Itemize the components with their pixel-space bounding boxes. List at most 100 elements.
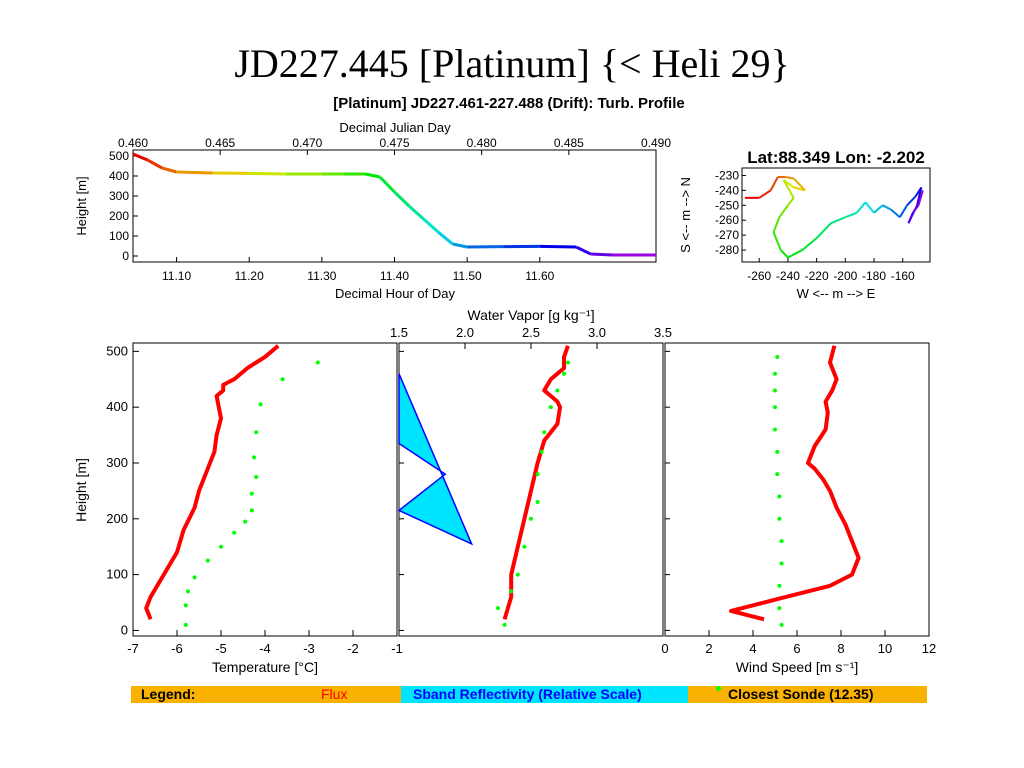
- track-y-tick-label: -250: [715, 198, 739, 212]
- temperature-sonde-point: [183, 622, 188, 627]
- track-title: Lat:88.349 Lon: -2.202: [747, 148, 925, 167]
- legend-sonde: Closest Sonde (12.35): [728, 686, 874, 702]
- track-y-tick-label: -270: [715, 228, 739, 242]
- alt-time-x-label: Decimal Hour of Day: [335, 286, 455, 301]
- track-line-segment: [778, 204, 789, 218]
- temperature-sonde-point: [280, 377, 285, 382]
- alt-time-top-tick-label: 0.470: [292, 136, 322, 150]
- temperature-sonde-point: [205, 558, 210, 563]
- track-x-tick-label: -260: [747, 269, 771, 283]
- track-x-tick-label: -240: [776, 269, 800, 283]
- alt-time-top-axis-label: Decimal Julian Day: [339, 120, 451, 135]
- track-y-tick-label: -240: [715, 183, 739, 197]
- alt-time-title: [Platinum] JD227.461-227.488 (Drift): Tu…: [333, 95, 684, 112]
- track-line-segment: [906, 195, 917, 206]
- track-line-segment: [793, 186, 806, 192]
- track-line-segment: [787, 249, 803, 259]
- temperature-sonde-point: [258, 402, 263, 407]
- water_vapor-sonde-point: [502, 622, 507, 627]
- track-y-tick-label: -280: [715, 243, 739, 257]
- alt-time-line-segment: [408, 204, 425, 221]
- water_vapor-flux-line: [502, 345, 570, 620]
- water_vapor-sonde-point: [522, 544, 527, 549]
- alt-time-line-segment: [590, 252, 613, 257]
- temperature-y-label: Height [m]: [73, 458, 89, 522]
- track-x-tick-label: -180: [862, 269, 886, 283]
- temperature-y-tick-label: 100: [106, 567, 128, 582]
- wind_speed-x-tick-label: 4: [749, 641, 756, 656]
- wind_speed-x-tick-label: 0: [661, 641, 668, 656]
- track-line-segment: [772, 231, 782, 251]
- alt-time-x-tick-label: 11.20: [235, 269, 264, 283]
- track-x-tick-label: -220: [805, 269, 829, 283]
- temperature-y-tick-label: 200: [106, 511, 128, 526]
- temperature-x-tick-label: -3: [303, 641, 315, 656]
- wind_speed-sonde-point: [777, 606, 782, 611]
- water_vapor-top-tick-label: 2.5: [522, 325, 540, 340]
- temperature-y-tick-label: 0: [121, 622, 128, 637]
- track-x-label: W <-- m --> E: [797, 286, 876, 301]
- wind_speed-sonde-point: [773, 388, 777, 393]
- water_vapor-sonde-point: [535, 500, 540, 505]
- alt-time-top-tick-label: 0.490: [641, 136, 671, 150]
- wind_speed-x-tick-label: 2: [705, 641, 712, 656]
- legend-flux: Flux: [321, 686, 348, 702]
- alt-time-x-tick-label: 11.50: [453, 269, 482, 283]
- water_vapor-sonde-point: [565, 360, 570, 365]
- temperature-sonde-point: [315, 360, 320, 365]
- water_vapor-sonde-point: [555, 388, 560, 393]
- temperature-x-tick-label: -7: [127, 641, 139, 656]
- temperature-sonde-point: [254, 474, 259, 479]
- water_vapor-sonde-point: [515, 572, 520, 577]
- water_vapor-sonde-point: [548, 405, 553, 410]
- temperature-sonde-point: [243, 519, 248, 524]
- track-line-segment: [864, 201, 875, 214]
- water_vapor-top-axis-label: Water Vapor [g kg⁻¹]: [467, 307, 594, 323]
- alt-time-y-tick-label: 500: [109, 149, 129, 163]
- water_vapor-sonde-point: [535, 472, 540, 477]
- track-line-segment: [792, 177, 806, 192]
- track-x-tick-label: -200: [833, 269, 857, 283]
- alt-time-x-tick-label: 11.30: [307, 269, 336, 283]
- track-line-segment: [917, 190, 924, 206]
- water_vapor-top-tick-label: 3.5: [654, 325, 672, 340]
- track-y-tick-label: -230: [715, 168, 739, 182]
- wind_speed-sonde-point: [777, 516, 782, 521]
- track-line-segment: [769, 176, 779, 191]
- legend-sband: Sband Reflectivity (Relative Scale): [413, 686, 642, 702]
- track-x-tick-label: -160: [891, 269, 915, 283]
- wind_speed-x-tick-label: 8: [837, 641, 844, 656]
- temperature-x-tick-label: -5: [215, 641, 227, 656]
- temperature-sonde-point: [249, 508, 254, 513]
- wind_speed-flux-line: [729, 345, 861, 622]
- alt-time-x-tick-label: 11.60: [525, 269, 554, 283]
- wind_speed-sonde-point: [777, 583, 782, 588]
- alt-time-y-tick-label: 100: [109, 229, 129, 243]
- wind_speed-x-tick-label: 10: [878, 641, 892, 656]
- alt-time-line-segment: [161, 166, 177, 174]
- track-line-segment: [899, 204, 908, 218]
- wind_speed-x-tick-label: 12: [922, 641, 936, 656]
- alt-time-line-segment: [437, 230, 454, 246]
- temperature-sonde-point: [232, 530, 237, 535]
- wind_speed-sonde-point: [779, 561, 784, 566]
- track-line-segment: [911, 204, 920, 214]
- water_vapor-sonde-point: [539, 449, 544, 454]
- alt-time-line-segment: [393, 190, 411, 208]
- wind_speed-sonde-point: [775, 354, 780, 359]
- track-line-segment: [772, 216, 781, 233]
- wind_speed-frame: [664, 342, 930, 637]
- alt-time-y-tick-label: 0: [122, 249, 129, 263]
- track-line-segment: [787, 197, 795, 206]
- alt-time-line-segment: [365, 172, 381, 179]
- water_vapor-sonde-point: [562, 371, 566, 376]
- water_vapor-sonde-point: [509, 589, 514, 594]
- water_vapor-sonde-point: [496, 606, 500, 611]
- alt-time-line-segment: [176, 170, 213, 175]
- alt-time-frame: [132, 149, 657, 263]
- alt-time-top-tick-label: 0.460: [118, 136, 148, 150]
- alt-time-line-segment: [452, 242, 468, 249]
- temperature-frame: [132, 342, 398, 637]
- alt-time-line-segment: [539, 244, 577, 249]
- track-line-segment: [890, 209, 901, 218]
